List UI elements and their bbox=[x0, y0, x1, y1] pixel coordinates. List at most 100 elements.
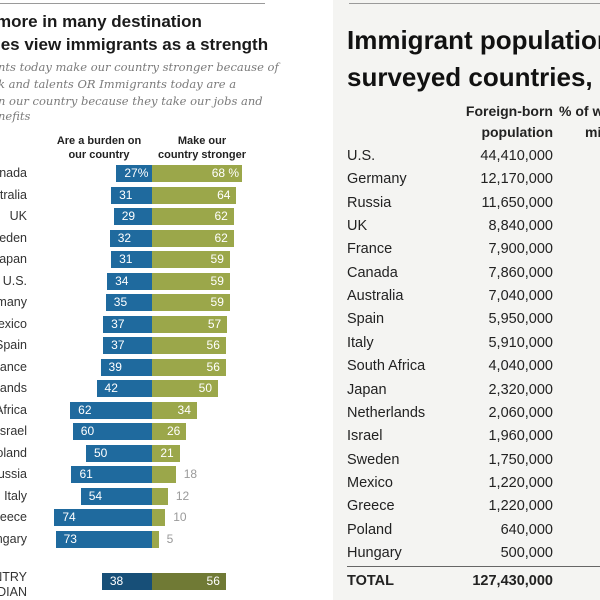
value-stronger: 50 bbox=[198, 381, 212, 395]
table-row-population: 12,170,000 bbox=[480, 171, 553, 188]
table-row-country: Sweden bbox=[347, 451, 400, 468]
header-foreign-born-line-1: Foreign-born bbox=[465, 103, 553, 119]
bar-stronger bbox=[152, 272, 230, 290]
total-label: TOTAL bbox=[347, 573, 394, 589]
value-burden: 73 bbox=[63, 531, 77, 546]
value-stronger: 68 % bbox=[211, 166, 240, 180]
value-stronger: 18 bbox=[183, 467, 198, 481]
value-stronger: 5 bbox=[166, 531, 174, 546]
bar-burden bbox=[111, 251, 152, 268]
chart-title-line-2: ies view immigrants as a strength bbox=[0, 35, 269, 54]
chart-title-line-1: more in many destination bbox=[0, 12, 202, 31]
country-label: exico bbox=[0, 316, 27, 331]
table-row-country: Greece bbox=[347, 498, 395, 515]
bar-stronger bbox=[152, 186, 237, 204]
country-label: rance bbox=[0, 359, 27, 374]
country-label: oland bbox=[0, 445, 27, 460]
value-burden: 74 bbox=[62, 510, 76, 524]
table-row-population: 7,860,000 bbox=[488, 264, 553, 281]
table-row-country: Mexico bbox=[347, 474, 393, 491]
table-row-country: South Africa bbox=[347, 358, 426, 375]
bar-stronger bbox=[152, 466, 176, 483]
bar-burden bbox=[86, 444, 152, 462]
bar-burden bbox=[70, 401, 152, 419]
table-row-population: 2,320,000 bbox=[488, 381, 553, 398]
country-label: Spain bbox=[0, 338, 27, 352]
value-burden: 39 bbox=[108, 359, 122, 374]
table-row-population: 1,220,000 bbox=[488, 498, 553, 515]
bar-burden bbox=[103, 337, 152, 354]
bar-stronger bbox=[152, 380, 218, 397]
value-stronger: 59 bbox=[210, 295, 224, 309]
table-row-population: 5,910,000 bbox=[488, 334, 553, 351]
value-burden: 29 bbox=[121, 209, 136, 223]
value-burden: 37 bbox=[111, 338, 125, 352]
bar-stronger bbox=[152, 315, 228, 333]
country-label: many bbox=[0, 295, 27, 309]
table-title-line-2: surveyed countries, 20 bbox=[347, 62, 600, 92]
table-row-population: 500,000 bbox=[500, 544, 553, 561]
country-label: Italy bbox=[4, 488, 27, 503]
table-row-population: 1,750,000 bbox=[488, 451, 553, 468]
table-row-population: 11,650,000 bbox=[481, 194, 554, 211]
table-row-country: Italy bbox=[347, 334, 374, 351]
chart-subtitle-line-1: nts today make our country stronger beca… bbox=[0, 60, 279, 74]
country-label: srael bbox=[0, 424, 27, 438]
bar-stronger bbox=[152, 337, 226, 354]
bar-stronger bbox=[152, 165, 242, 182]
table-row-country: Spain bbox=[347, 311, 385, 328]
left-chart-panel: more in many destination ies view immigr… bbox=[0, 3, 279, 599]
table-row-population: 640,000 bbox=[500, 521, 553, 538]
bar-burden bbox=[116, 165, 152, 182]
country-label: eden bbox=[0, 230, 27, 245]
country-label: tralia bbox=[0, 187, 27, 202]
median-value-stronger: 56 bbox=[206, 574, 220, 588]
median-label-line-2: EDIAN bbox=[0, 585, 27, 599]
bar-stronger bbox=[152, 208, 234, 225]
table-row-population: 1,960,000 bbox=[488, 428, 553, 445]
column-header-stronger-line-1: Make our bbox=[177, 135, 227, 147]
table-row-population: 7,040,000 bbox=[488, 288, 553, 305]
right-table-panel: Immigrant populations surveyed countries… bbox=[333, 0, 600, 600]
chart-subtitle-line-2: k and talents OR Immigrants today are a bbox=[0, 77, 237, 91]
value-stronger: 57 bbox=[207, 316, 222, 331]
bar-burden bbox=[111, 186, 152, 204]
country-label: lands bbox=[0, 381, 27, 395]
table-row-country: Poland bbox=[347, 521, 393, 538]
column-header-burden-line-1: Are a burden on bbox=[56, 135, 142, 147]
table-row-population: 2,060,000 bbox=[488, 404, 553, 421]
table-row-population: 44,410,000 bbox=[480, 148, 553, 164]
median-label-line-1: NTRY bbox=[0, 570, 27, 584]
value-stronger: 62 bbox=[214, 230, 228, 245]
column-header-burden-line-2: our country bbox=[68, 149, 130, 161]
median-bar-burden bbox=[101, 573, 152, 590]
country-label: apan bbox=[0, 252, 27, 266]
value-burden: 31 bbox=[119, 187, 133, 202]
table-row-country: U.S. bbox=[347, 148, 376, 164]
table-row-country: Russia bbox=[347, 194, 392, 211]
bar-burden bbox=[72, 423, 152, 440]
column-header-stronger: Make our country stronger bbox=[152, 134, 252, 162]
bar-burden bbox=[107, 272, 152, 290]
country-label: nada bbox=[0, 166, 27, 180]
country-label: ngary bbox=[0, 531, 27, 546]
bar-stronger bbox=[152, 229, 234, 247]
bar-stronger bbox=[152, 444, 180, 462]
value-stronger: 26 bbox=[166, 424, 181, 438]
bar-burden bbox=[100, 358, 152, 376]
bar-stronger bbox=[152, 530, 159, 548]
value-stronger: 56 bbox=[206, 338, 220, 352]
column-header-stronger-line-2: country stronger bbox=[157, 149, 246, 161]
header-percent-line-1: % of w bbox=[559, 103, 600, 119]
value-burden: 60 bbox=[80, 424, 95, 438]
table-row-country: Netherlands bbox=[347, 404, 426, 421]
value-burden: 34 bbox=[115, 273, 129, 288]
country-label: Africa bbox=[0, 402, 27, 417]
bar-stronger bbox=[152, 487, 168, 505]
value-stronger: 21 bbox=[160, 445, 174, 460]
value-stronger: 62 bbox=[214, 209, 228, 223]
value-burden: 27% bbox=[124, 166, 149, 180]
bar-burden bbox=[96, 380, 152, 397]
bar-stronger bbox=[152, 251, 230, 268]
value-burden: 31 bbox=[119, 252, 133, 266]
